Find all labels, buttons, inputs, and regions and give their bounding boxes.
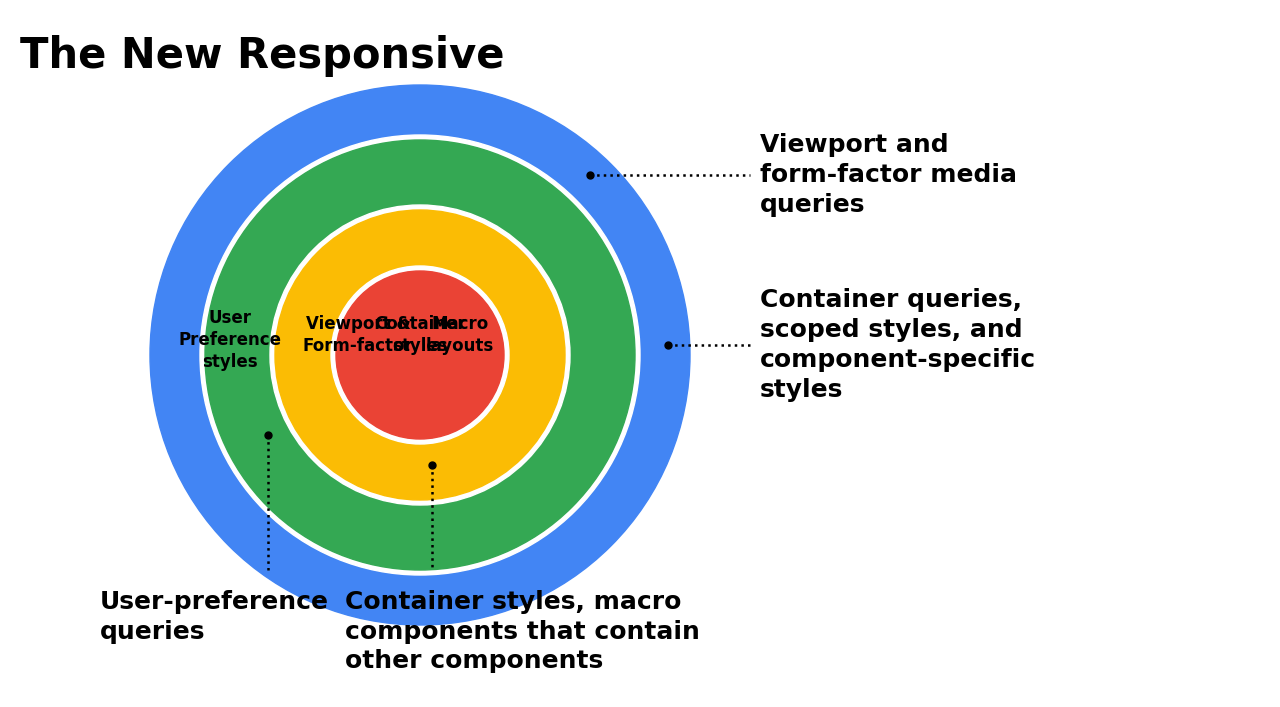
Circle shape: [205, 140, 635, 570]
Circle shape: [275, 210, 564, 500]
Circle shape: [200, 135, 640, 575]
Text: Container
styles: Container styles: [374, 315, 466, 355]
Text: Viewport and
form-factor media
queries: Viewport and form-factor media queries: [760, 134, 1018, 217]
Text: The New Responsive: The New Responsive: [20, 35, 504, 77]
Circle shape: [150, 85, 690, 625]
Text: Macro
layouts: Macro layouts: [426, 315, 494, 355]
Text: User
Preference
styles: User Preference styles: [178, 309, 282, 371]
Circle shape: [332, 266, 509, 444]
Circle shape: [335, 271, 504, 439]
Text: Container queries,
scoped styles, and
component-specific
styles: Container queries, scoped styles, and co…: [760, 288, 1036, 402]
Circle shape: [145, 80, 695, 630]
Text: Container styles, macro
components that contain
other components: Container styles, macro components that …: [346, 590, 700, 673]
Text: User-preference
queries: User-preference queries: [100, 590, 329, 643]
Circle shape: [270, 205, 570, 505]
Text: Viewport &
Form-factor: Viewport & Form-factor: [302, 315, 413, 355]
